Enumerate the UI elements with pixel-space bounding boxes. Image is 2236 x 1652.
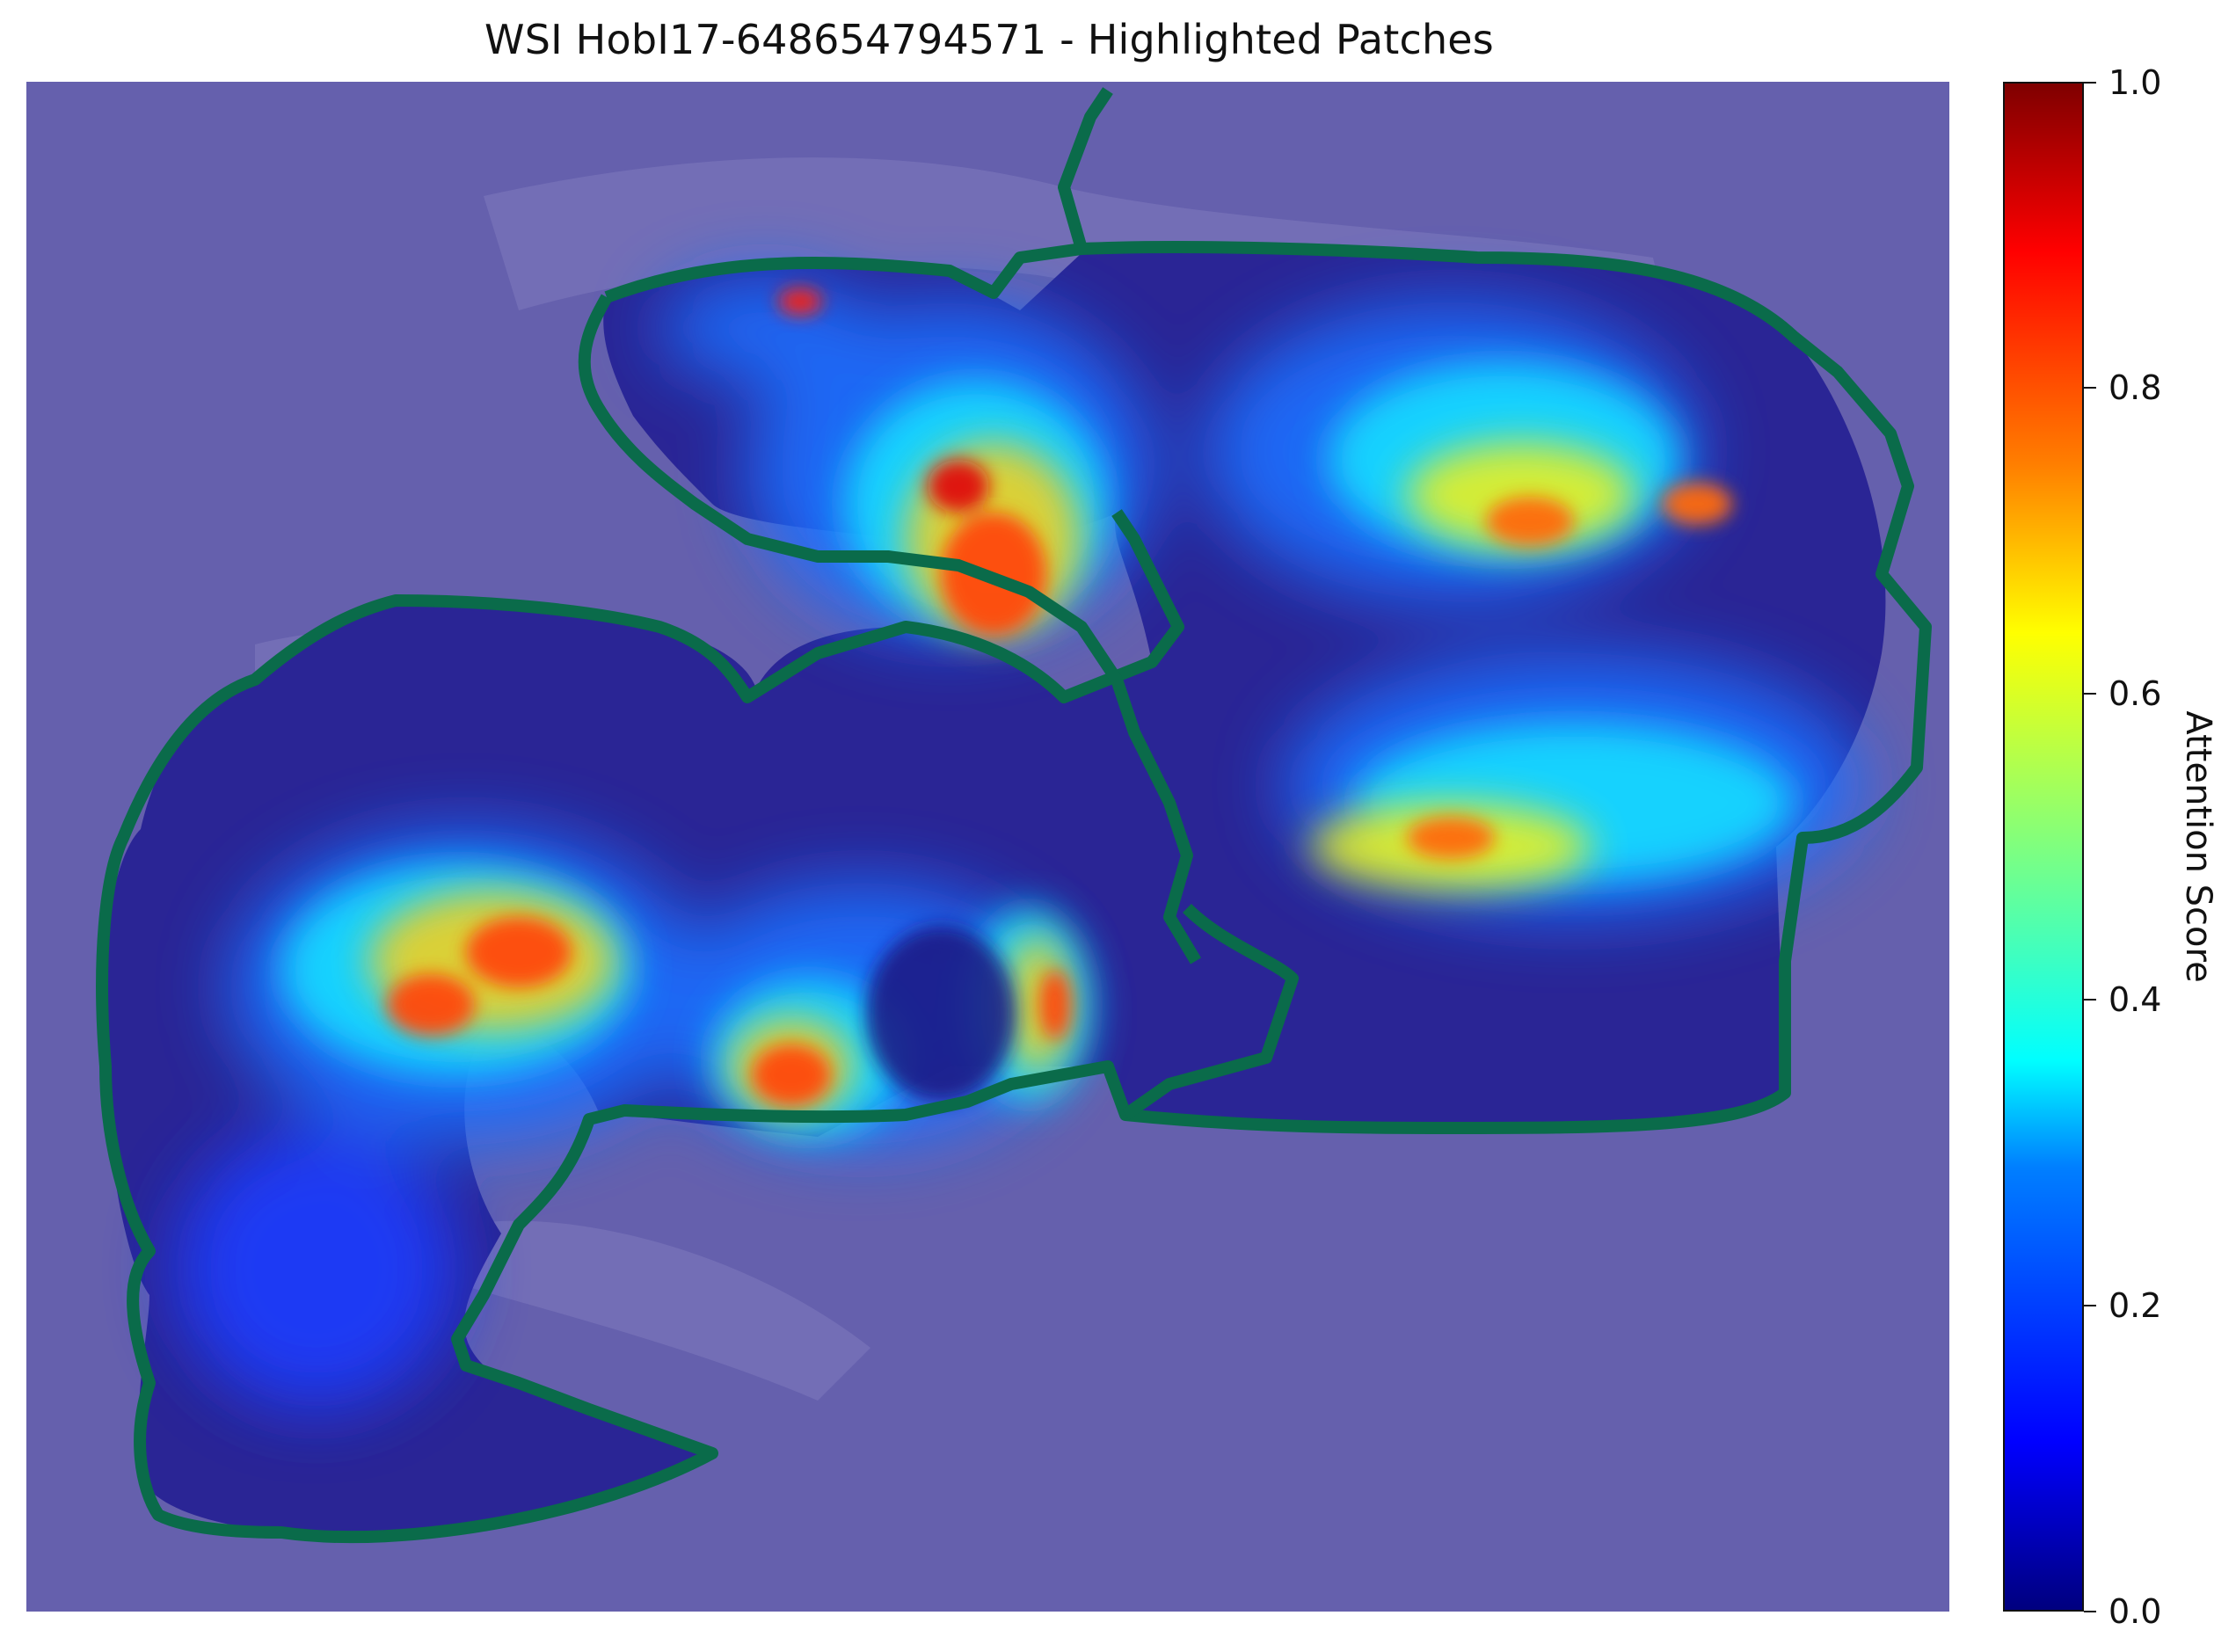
colorbar-tick (2084, 693, 2096, 695)
colorbar-tick-label: 0.8 (2109, 368, 2162, 407)
page-title: WSI HobI17-648654794571 - Highlighted Pa… (484, 16, 1494, 63)
colorbar-tick (2084, 1611, 2096, 1612)
colorbar-tick (2084, 82, 2096, 84)
colorbar-tick (2084, 1305, 2096, 1306)
heatmap-plot-area (26, 82, 1949, 1612)
attention-heat (176, 275, 1864, 1409)
colorbar (2003, 82, 2084, 1612)
colorbar-tick-label: 0.4 (2109, 980, 2162, 1019)
colorbar-label: Attention Score (2178, 710, 2218, 983)
colorbar-tick (2084, 387, 2096, 389)
colorbar-tick-label: 0.6 (2109, 674, 2162, 713)
colorbar-tick (2084, 999, 2096, 1001)
tissue-outline (96, 87, 1932, 1544)
colorbar-tick-label: 1.0 (2109, 63, 2162, 102)
slide-heatmap (96, 87, 1932, 1544)
colorbar-tick-label: 0.0 (2109, 1592, 2162, 1631)
colorbar-tick-label: 0.2 (2109, 1286, 2162, 1325)
